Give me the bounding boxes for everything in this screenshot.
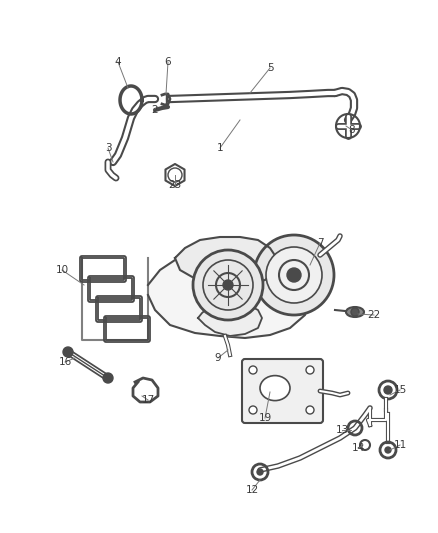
Polygon shape	[148, 253, 310, 338]
Circle shape	[249, 366, 257, 374]
Text: 6: 6	[165, 57, 171, 67]
Circle shape	[193, 250, 263, 320]
Text: 8: 8	[349, 125, 355, 135]
Ellipse shape	[260, 376, 290, 401]
Text: 14: 14	[351, 443, 364, 453]
Text: 17: 17	[141, 395, 155, 405]
Text: 19: 19	[258, 413, 272, 423]
Text: 22: 22	[367, 310, 381, 320]
Text: 3: 3	[105, 143, 111, 153]
Polygon shape	[175, 237, 278, 284]
FancyBboxPatch shape	[242, 359, 323, 423]
Polygon shape	[198, 303, 262, 336]
Circle shape	[266, 247, 322, 303]
Text: 11: 11	[393, 440, 406, 450]
Circle shape	[385, 447, 391, 453]
Text: 9: 9	[215, 353, 221, 363]
Circle shape	[254, 235, 334, 315]
Text: 7: 7	[317, 238, 323, 248]
Text: 10: 10	[56, 265, 69, 275]
Text: 2: 2	[152, 105, 158, 115]
Text: 1: 1	[217, 143, 223, 153]
Circle shape	[103, 373, 113, 383]
Text: 16: 16	[58, 357, 72, 367]
Circle shape	[223, 280, 233, 290]
Text: 12: 12	[245, 485, 258, 495]
Text: 4: 4	[115, 57, 121, 67]
Circle shape	[287, 268, 301, 282]
Circle shape	[257, 469, 263, 475]
Circle shape	[306, 366, 314, 374]
Text: 15: 15	[393, 385, 406, 395]
Ellipse shape	[346, 307, 364, 317]
Text: 13: 13	[336, 425, 349, 435]
Circle shape	[384, 386, 392, 394]
Circle shape	[351, 308, 359, 316]
Text: 23: 23	[168, 180, 182, 190]
Circle shape	[249, 406, 257, 414]
Text: 5: 5	[267, 63, 273, 73]
Circle shape	[306, 406, 314, 414]
Circle shape	[63, 347, 73, 357]
